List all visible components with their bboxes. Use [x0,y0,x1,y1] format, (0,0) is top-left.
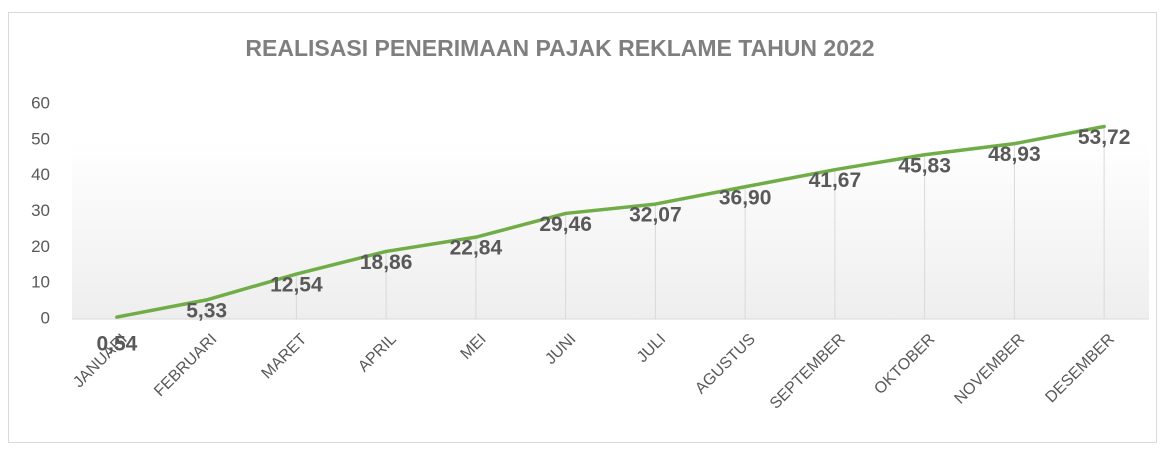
y-tick-label: 50 [31,129,50,148]
chart-title: REALISASI PENERIMAAN PAJAK REKLAME TAHUN… [245,35,874,61]
data-label: 22,84 [450,237,503,260]
data-label: 5,33 [186,299,227,322]
data-label: 12,54 [270,274,323,297]
data-label: 36,90 [719,186,772,209]
data-label: 32,07 [629,204,682,227]
y-tick-label: 0 [41,308,50,327]
plot-background [72,140,1149,319]
data-label: 0,54 [96,333,137,356]
y-tick-label: 40 [31,165,50,184]
data-label: 29,46 [539,213,592,236]
data-label: 41,67 [809,169,862,192]
data-label: 48,93 [988,143,1041,166]
y-tick-label: 10 [31,273,50,292]
data-label: 18,86 [360,251,413,274]
data-label: 53,72 [1078,126,1131,149]
y-tick-label: 60 [31,93,50,112]
y-tick-label: 30 [31,201,50,220]
y-tick-label: 20 [31,237,50,256]
data-line [115,124,1106,319]
data-label: 45,83 [898,154,951,177]
